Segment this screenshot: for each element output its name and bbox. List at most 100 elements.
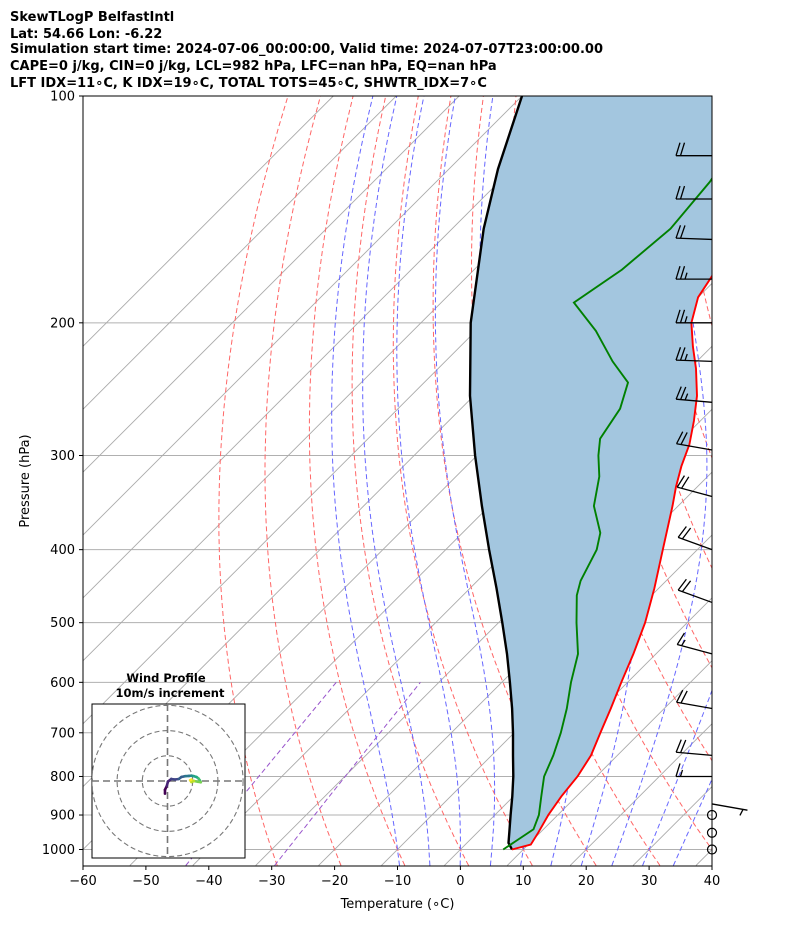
barb-shaft [677, 589, 713, 604]
hodograph-title: Wind Profile [126, 671, 206, 685]
wind-barb-255 [675, 386, 713, 403]
barb-full [679, 225, 686, 239]
y-axis-label: Pressure (hPa) [18, 434, 33, 527]
dry-adiabat--20 [264, 96, 342, 866]
isotherm--130 [83, 96, 397, 410]
barb-full [675, 142, 681, 156]
barb-shaft [677, 536, 713, 551]
y-tick-label-300: 300 [50, 449, 75, 464]
x-axis-label: Temperature (∘C) [340, 897, 455, 912]
barb-shaft [677, 643, 713, 655]
y-tick-label-1000: 1000 [42, 843, 75, 858]
barb-shaft [676, 701, 713, 710]
wind-barb-295 [675, 431, 713, 451]
barb-full [680, 739, 687, 753]
wind-barb-750 [675, 739, 713, 757]
moist-adiabat-0 [396, 96, 461, 866]
mixing-ratio-0.0004 [274, 681, 421, 866]
hodograph-inset: Wind Profile 10m/s increment [91, 671, 246, 859]
x-axis-ticks: −60 −50 −40 −30 −20 −10 0 10 20 30 40 [69, 866, 720, 889]
isotherm--110 [83, 96, 523, 536]
isotherm--10 [381, 534, 712, 866]
wind-barb-225 [675, 347, 713, 363]
x-tick-label-10: 10 [515, 874, 532, 889]
moist-adiabat-30 [642, 688, 712, 866]
dewpoint-profile-line [502, 176, 712, 851]
barb-half [684, 393, 689, 401]
x-tick-label-0: 0 [456, 874, 464, 889]
wind-barb-120 [675, 142, 712, 157]
barb-full [675, 265, 681, 280]
hodograph-segment [188, 778, 193, 782]
barb-full [675, 347, 682, 361]
wind-barb-340 [676, 475, 713, 498]
parcel-profile-line [468, 96, 524, 851]
barb-shaft [676, 443, 713, 451]
y-tick-label-400: 400 [50, 543, 75, 558]
isotherm-20 [569, 723, 712, 866]
x-tick-label--10: −10 [384, 874, 411, 889]
y-tick-label-100: 100 [50, 90, 75, 105]
barb-full [681, 527, 692, 540]
barb-full [677, 526, 687, 538]
x-tick-label--50: −50 [132, 874, 159, 889]
dry-adiabat-20 [432, 96, 597, 866]
x-tick-label--30: −30 [258, 874, 285, 889]
isotherm--120 [83, 96, 460, 473]
header-line-5: LFT IDX=11∘C, K IDX=19∘C, TOTAL TOTS=45∘… [10, 76, 487, 91]
barb-full [675, 763, 681, 777]
moist-adiabat-25 [611, 96, 708, 866]
wind-barb-155 [675, 225, 713, 241]
isotherm-10 [507, 660, 712, 866]
dry-adiabat-110 [744, 96, 794, 866]
barb-half [679, 769, 684, 777]
barb-full [679, 185, 686, 200]
barb-full [680, 432, 688, 445]
dry-adiabat-100 [711, 96, 712, 110]
moist-adiabat--5 [362, 96, 431, 866]
barb-half [684, 353, 688, 361]
barb-full [676, 475, 686, 488]
mixing-ratio-lines [185, 681, 421, 866]
x-tick-label-40: 40 [704, 874, 721, 889]
barb-full [675, 225, 682, 239]
sounding-profiles [468, 96, 712, 851]
header-line-3: Simulation start time: 2024-07-06_00:00:… [10, 42, 603, 57]
cin-shade-region [470, 96, 712, 850]
y-axis-ticks: 1000 900 800 700 600 500 400 300 200 100 [42, 90, 83, 858]
isotherm--140 [83, 96, 334, 347]
barb-full [679, 142, 686, 156]
dry-adiabat-0 [351, 96, 470, 866]
x-tick-label--40: −40 [195, 874, 222, 889]
wind-barb-870 [711, 803, 748, 816]
barb-full [681, 580, 692, 593]
barb-shaft [677, 486, 713, 498]
hodograph-subtitle: 10m/s increment [116, 686, 225, 700]
barb-full [679, 265, 686, 280]
dry-adiabat--30 [218, 96, 289, 866]
barb-full [675, 739, 682, 753]
barb-full [675, 386, 682, 400]
y-tick-label-900: 900 [50, 809, 75, 824]
y-tick-label-200: 200 [50, 316, 75, 331]
barb-full [675, 185, 681, 200]
barb-full [679, 309, 686, 324]
wind-barb-470 [677, 578, 713, 604]
isotherm--20 [318, 471, 712, 866]
barb-half [681, 639, 686, 647]
barb-full [680, 690, 688, 704]
wind-barb-650 [675, 689, 713, 710]
dry-adiabat-120 [777, 96, 794, 866]
cape-cin-shading [470, 96, 712, 850]
wind-barb-800 [675, 763, 712, 778]
barb-shaft [676, 398, 713, 403]
x-tick-label--20: −20 [321, 874, 348, 889]
moist-adiabat-35 [672, 777, 712, 866]
hodograph-plot [92, 704, 245, 858]
barb-shaft [675, 237, 713, 241]
moist-adiabat--10 [331, 96, 400, 866]
barb-full [675, 689, 684, 703]
barb-half [684, 316, 688, 324]
barb-full [675, 431, 684, 445]
